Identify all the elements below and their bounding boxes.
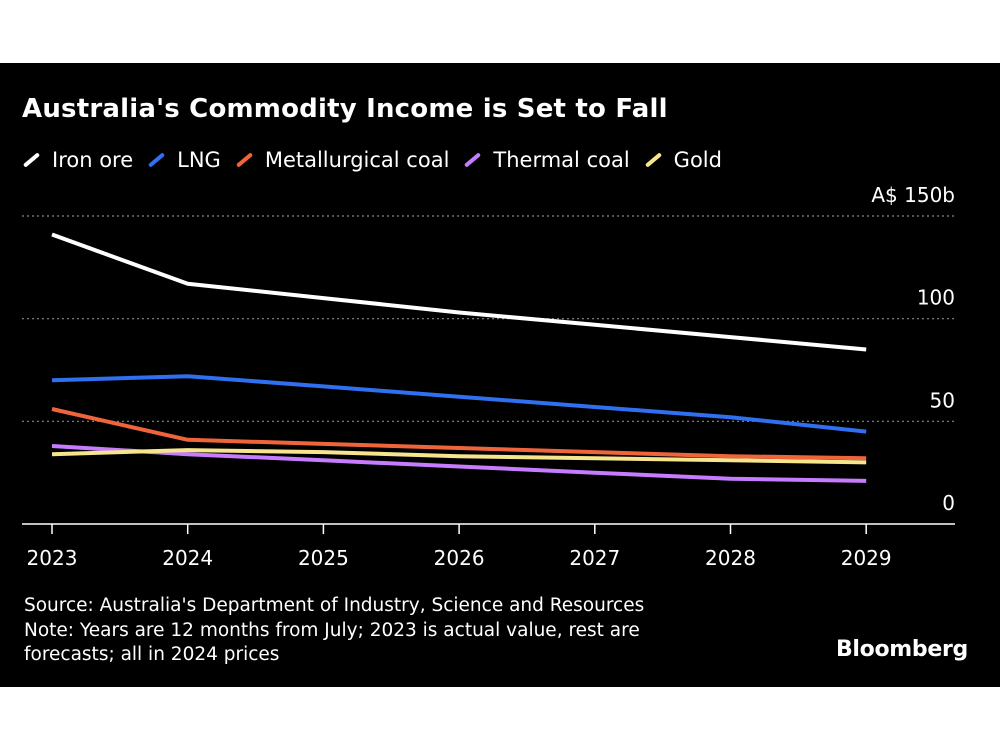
legend-item-lng: LNG bbox=[147, 148, 221, 172]
legend-label-lng: LNG bbox=[177, 148, 221, 172]
legend-item-metallurgical-coal: Metallurgical coal bbox=[235, 148, 450, 172]
series-line-gold bbox=[51, 448, 867, 465]
legend: Iron ore LNG Metallurgical coal Thermal … bbox=[22, 148, 736, 172]
legend-item-iron-ore: Iron ore bbox=[22, 148, 133, 172]
legend-label-thermal-coal: Thermal coal bbox=[493, 148, 630, 172]
y-tick-label-150: A$ 150b bbox=[871, 183, 955, 207]
legend-label-iron-ore: Iron ore bbox=[52, 148, 134, 172]
legend-item-gold: Gold bbox=[644, 148, 722, 172]
legend-item-thermal-coal: Thermal coal bbox=[463, 148, 630, 172]
y-tick-label-100: 100 bbox=[917, 286, 955, 310]
series-line-iron-ore bbox=[51, 232, 867, 352]
x-tick-label-2027: 2027 bbox=[569, 546, 620, 570]
series-line-thermal-coal bbox=[51, 444, 867, 483]
x-tick-label-2024: 2024 bbox=[162, 546, 213, 570]
x-tick-label-2023: 2023 bbox=[27, 546, 78, 570]
source-note: Source: Australia's Department of Indust… bbox=[24, 595, 645, 616]
y-tick-label-50: 50 bbox=[930, 388, 955, 412]
legend-label-gold: Gold bbox=[673, 148, 722, 172]
chart-footer: Source: Australia's Department of Indust… bbox=[24, 594, 804, 668]
x-tick-label-2028: 2028 bbox=[705, 546, 756, 570]
x-tick-label-2026: 2026 bbox=[434, 546, 485, 570]
note-line-1: Note: Years are 12 months from July; 202… bbox=[24, 619, 640, 641]
x-tick-label-2025: 2025 bbox=[298, 546, 349, 570]
note-line-2: forecasts; all in 2024 prices bbox=[24, 644, 280, 665]
series-line-lng bbox=[51, 374, 867, 434]
chart-title: Australia's Commodity Income is Set to F… bbox=[22, 94, 668, 124]
bloomberg-logo: Bloomberg bbox=[835, 637, 968, 662]
x-tick-label-2029: 2029 bbox=[841, 546, 892, 570]
series-line-metallurgical-coal bbox=[51, 407, 867, 461]
legend-label-metallurgical-coal: Metallurgical coal bbox=[264, 148, 450, 172]
y-tick-label-0: 0 bbox=[942, 491, 955, 515]
